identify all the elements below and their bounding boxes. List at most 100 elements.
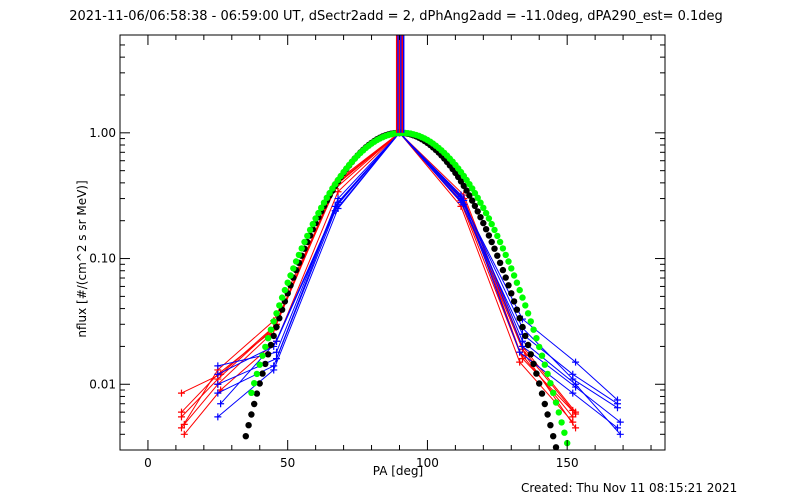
fit-point-black [270,332,277,340]
x-tick-label: 100 [416,456,439,470]
fit-point-black [264,351,272,358]
data-point-red [572,410,580,418]
data-point-blue [572,358,580,366]
x-tick-label: 150 [556,456,579,470]
fit-point-green [544,370,551,378]
data-point-blue [214,362,222,370]
fit-point-green [508,265,515,272]
fit-point-black [245,422,252,429]
series-line-blue-10 [220,132,621,435]
data-point-blue [217,400,225,408]
series-layer [177,129,624,438]
data-point-blue [270,366,278,374]
y-axis-title: nflux [#/(cm^2 s sr MeV)] [75,180,89,337]
fit-point-green [541,361,548,368]
fit-point-green [276,302,283,309]
fit-point-green [281,286,289,294]
fit-point-green [309,220,316,228]
fit-point-black [505,282,512,289]
data-point-red [180,430,188,438]
series-line-blue-9 [217,132,618,429]
fit-point-black [499,266,507,274]
fit-point-green [284,279,291,286]
fit-point-green [502,251,509,259]
fit-point-green [295,251,303,259]
fit-point-green [323,194,330,201]
fit-point-green [499,245,507,252]
fit-point-black [502,274,509,281]
fit-point-green [491,226,498,234]
fit-point-black [466,192,473,199]
series-line-red-2 [183,132,576,425]
fit-point-black [460,182,467,190]
data-point-red [177,424,185,432]
fit-point-black [273,323,280,331]
fit-point-black [552,444,560,450]
plot-frame [119,34,666,451]
fit-point-green [264,335,272,342]
fit-point-black [251,400,258,408]
data-point-blue [334,205,342,213]
data-point-blue [457,193,465,201]
fit-point-green [318,204,325,211]
fit-point-green [538,352,546,359]
series-line-blue-11 [217,132,618,418]
fit-point-green [527,318,534,325]
fit-point-green [251,380,258,387]
data-point-blue [518,337,526,345]
fit-point-green [533,335,540,342]
fit-point-green [304,232,311,240]
data-point-blue [572,380,580,388]
fit-point-green [312,215,319,222]
fit-point-green [536,343,543,351]
fit-layer [242,129,571,450]
fit-point-black [541,400,548,408]
series-line-red-0 [181,132,576,413]
fit-point-green [552,399,560,406]
fit-point-black [530,360,537,368]
data-point-blue [613,404,621,412]
fit-point-green [315,209,322,217]
data-point-red [516,358,524,366]
fit-point-black [513,306,521,313]
fit-point-black [267,341,275,349]
fit-point-black [508,290,515,297]
fit-point-green [505,258,512,265]
series-line-red-3 [181,132,574,429]
fit-point-black [276,315,283,322]
data-point-blue [214,380,222,388]
fit-point-green [326,189,333,197]
data-point-blue [273,337,281,345]
data-point-blue [569,375,577,383]
data-point-blue [214,389,222,397]
fit-point-black [519,323,526,331]
fit-point-green [290,265,297,272]
fit-point-black [485,232,493,239]
data-point-red [177,408,185,416]
fit-point-green [262,343,269,351]
data-point-blue [214,370,222,378]
y-tick-label: 1.00 [89,126,116,140]
fit-point-green [530,326,537,333]
fit-point-green [267,326,275,333]
fit-point-green [485,215,493,222]
fit-point-black [262,360,269,368]
fit-point-black [533,370,540,377]
axes-layer: 0 50 100 150 0.01 0.10 1.00 [89,34,666,470]
data-point-blue [516,348,524,356]
fit-point-black [510,298,518,305]
vertical-lines-layer [395,35,405,133]
fit-point-black [256,380,263,387]
data-point-red [177,389,185,397]
fit-point-green [256,361,263,368]
fit-point-black [259,370,266,377]
fit-point-black [496,259,504,266]
fit-point-green [496,238,504,246]
fit-point-green [301,238,308,246]
fit-point-green [253,370,261,378]
fit-point-green [480,204,487,211]
fit-point-black [544,411,551,418]
y-tick-label: 0.10 [89,252,116,266]
fit-point-black [538,390,546,397]
fit-point-green [270,318,277,325]
